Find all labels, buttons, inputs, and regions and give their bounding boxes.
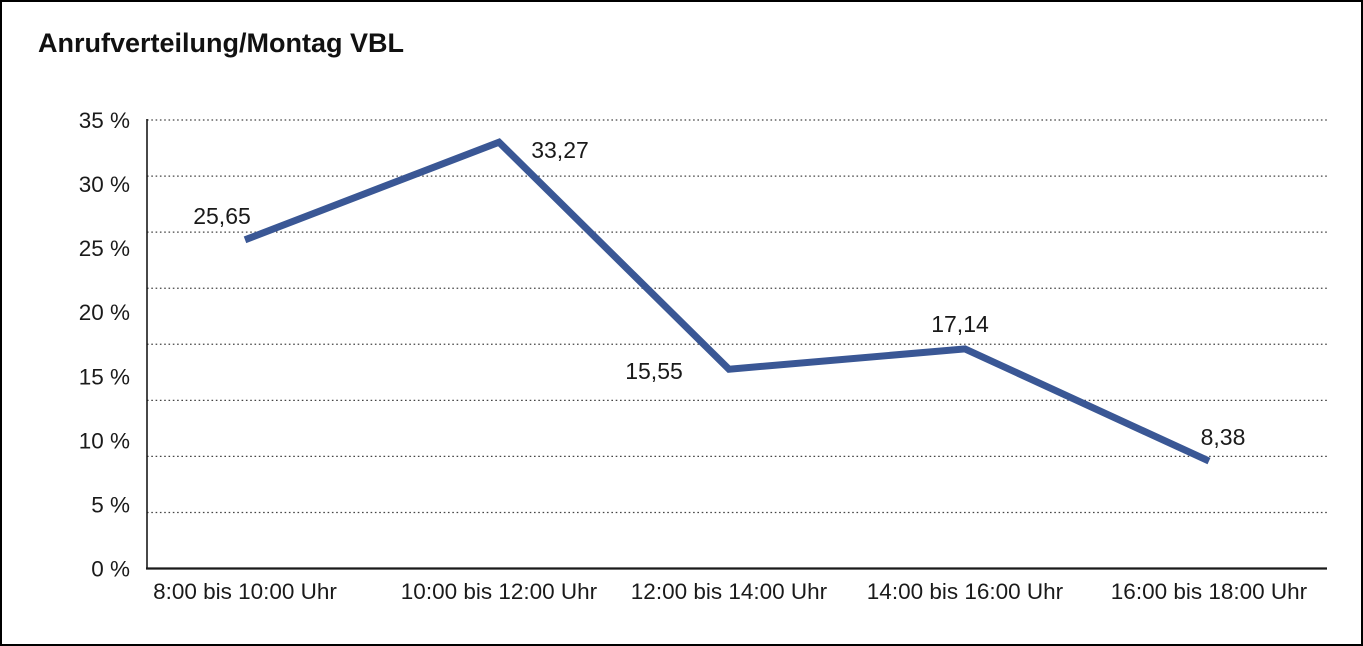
y-axis-tick-label: 35 % xyxy=(79,108,130,133)
data-value-label: 25,65 xyxy=(193,203,251,229)
x-axis-category-label: 10:00 bis 12:00 Uhr xyxy=(401,579,598,604)
data-value-label: 15,55 xyxy=(625,358,683,384)
data-value-label: 8,38 xyxy=(1201,424,1246,450)
chart-title: Anrufverteilung/Montag VBL xyxy=(38,28,404,58)
x-axis-category-label: 8:00 bis 10:00 Uhr xyxy=(153,579,337,604)
data-series-line xyxy=(243,138,1211,465)
x-axis-category-label: 12:00 bis 14:00 Uhr xyxy=(631,579,828,604)
data-value-label: 33,27 xyxy=(531,137,589,163)
y-axis-tick-label: 0 % xyxy=(91,557,130,582)
y-axis-tick-label: 25 % xyxy=(79,236,130,261)
y-axis-tick-label: 15 % xyxy=(79,364,130,389)
x-axis-category-label: 16:00 bis 18:00 Uhr xyxy=(1111,579,1308,604)
y-axis-tick-label: 20 % xyxy=(79,300,130,325)
y-axis-tick-label: 10 % xyxy=(79,428,130,453)
y-axis-tick-label: 5 % xyxy=(91,492,130,517)
y-axis-tick-label: 30 % xyxy=(79,172,130,197)
x-axis-category-label: 14:00 bis 16:00 Uhr xyxy=(867,579,1064,604)
data-value-label: 17,14 xyxy=(931,311,989,337)
